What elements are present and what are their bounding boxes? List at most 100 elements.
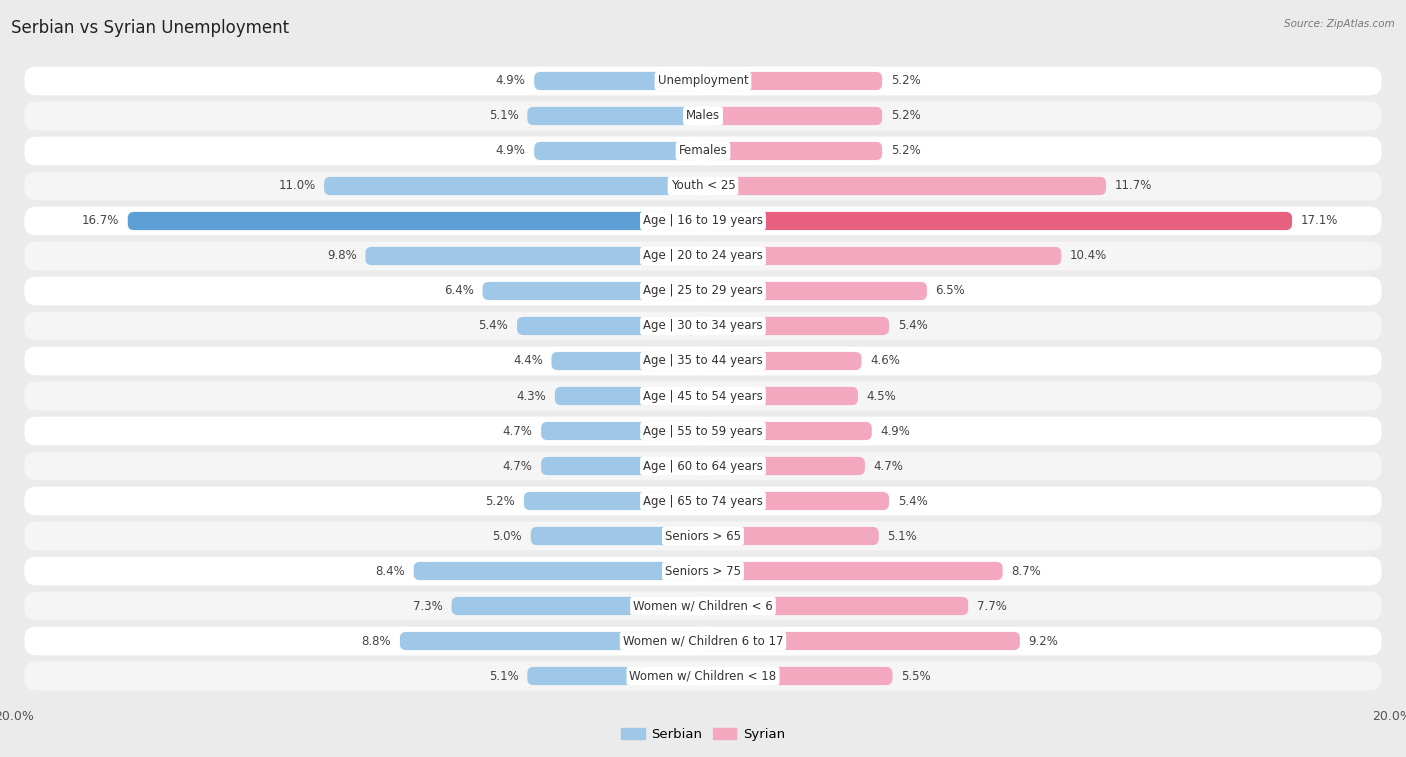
Text: 4.9%: 4.9% (496, 145, 526, 157)
Text: 4.7%: 4.7% (873, 459, 904, 472)
Text: Serbian vs Syrian Unemployment: Serbian vs Syrian Unemployment (11, 19, 290, 37)
Text: 4.9%: 4.9% (496, 74, 526, 88)
FancyBboxPatch shape (703, 387, 858, 405)
Text: 5.2%: 5.2% (891, 110, 921, 123)
FancyBboxPatch shape (534, 142, 703, 160)
FancyBboxPatch shape (555, 387, 703, 405)
Text: 5.1%: 5.1% (489, 669, 519, 683)
FancyBboxPatch shape (24, 312, 1382, 341)
Text: 7.7%: 7.7% (977, 600, 1007, 612)
Text: Unemployment: Unemployment (658, 74, 748, 88)
FancyBboxPatch shape (24, 347, 1382, 375)
FancyBboxPatch shape (703, 632, 1019, 650)
Text: 5.5%: 5.5% (901, 669, 931, 683)
Text: 8.8%: 8.8% (361, 634, 391, 647)
FancyBboxPatch shape (24, 67, 1382, 95)
FancyBboxPatch shape (703, 527, 879, 545)
Text: 8.4%: 8.4% (375, 565, 405, 578)
FancyBboxPatch shape (451, 597, 703, 615)
Text: 4.6%: 4.6% (870, 354, 900, 367)
FancyBboxPatch shape (482, 282, 703, 300)
FancyBboxPatch shape (527, 667, 703, 685)
Text: Seniors > 75: Seniors > 75 (665, 565, 741, 578)
Text: Age | 30 to 34 years: Age | 30 to 34 years (643, 319, 763, 332)
FancyBboxPatch shape (24, 627, 1382, 656)
Text: 6.5%: 6.5% (935, 285, 966, 298)
Text: 5.1%: 5.1% (887, 529, 917, 543)
Text: 5.2%: 5.2% (485, 494, 515, 507)
FancyBboxPatch shape (703, 422, 872, 440)
FancyBboxPatch shape (703, 352, 862, 370)
FancyBboxPatch shape (399, 632, 703, 650)
FancyBboxPatch shape (24, 172, 1382, 201)
Text: 7.3%: 7.3% (413, 600, 443, 612)
FancyBboxPatch shape (24, 592, 1382, 620)
Text: 5.4%: 5.4% (897, 319, 928, 332)
Text: 5.1%: 5.1% (489, 110, 519, 123)
FancyBboxPatch shape (128, 212, 703, 230)
FancyBboxPatch shape (703, 457, 865, 475)
FancyBboxPatch shape (24, 241, 1382, 270)
FancyBboxPatch shape (24, 382, 1382, 410)
FancyBboxPatch shape (703, 492, 889, 510)
Text: 4.3%: 4.3% (516, 390, 547, 403)
Text: 5.2%: 5.2% (891, 145, 921, 157)
FancyBboxPatch shape (524, 492, 703, 510)
FancyBboxPatch shape (24, 522, 1382, 550)
Text: Age | 16 to 19 years: Age | 16 to 19 years (643, 214, 763, 228)
Text: Source: ZipAtlas.com: Source: ZipAtlas.com (1284, 19, 1395, 29)
FancyBboxPatch shape (24, 662, 1382, 690)
Text: 4.9%: 4.9% (880, 425, 910, 438)
FancyBboxPatch shape (24, 207, 1382, 235)
Text: Females: Females (679, 145, 727, 157)
FancyBboxPatch shape (24, 137, 1382, 165)
Text: 8.7%: 8.7% (1011, 565, 1040, 578)
Text: Age | 65 to 74 years: Age | 65 to 74 years (643, 494, 763, 507)
Text: 10.4%: 10.4% (1070, 250, 1107, 263)
FancyBboxPatch shape (24, 452, 1382, 481)
FancyBboxPatch shape (703, 667, 893, 685)
Text: 4.7%: 4.7% (502, 425, 533, 438)
Text: Women w/ Children < 18: Women w/ Children < 18 (630, 669, 776, 683)
FancyBboxPatch shape (323, 177, 703, 195)
FancyBboxPatch shape (24, 416, 1382, 445)
FancyBboxPatch shape (703, 72, 882, 90)
Text: 6.4%: 6.4% (444, 285, 474, 298)
FancyBboxPatch shape (517, 317, 703, 335)
Text: 16.7%: 16.7% (82, 214, 120, 228)
FancyBboxPatch shape (527, 107, 703, 125)
Text: 9.8%: 9.8% (328, 250, 357, 263)
FancyBboxPatch shape (531, 527, 703, 545)
FancyBboxPatch shape (541, 457, 703, 475)
Text: Women w/ Children < 6: Women w/ Children < 6 (633, 600, 773, 612)
Text: 5.0%: 5.0% (492, 529, 522, 543)
Text: 17.1%: 17.1% (1301, 214, 1339, 228)
FancyBboxPatch shape (551, 352, 703, 370)
FancyBboxPatch shape (413, 562, 703, 580)
FancyBboxPatch shape (703, 317, 889, 335)
Text: 4.5%: 4.5% (866, 390, 897, 403)
Text: Seniors > 65: Seniors > 65 (665, 529, 741, 543)
FancyBboxPatch shape (703, 107, 882, 125)
Text: 4.4%: 4.4% (513, 354, 543, 367)
Legend: Serbian, Syrian: Serbian, Syrian (616, 723, 790, 746)
Text: Age | 55 to 59 years: Age | 55 to 59 years (643, 425, 763, 438)
Text: 11.0%: 11.0% (278, 179, 315, 192)
Text: Age | 35 to 44 years: Age | 35 to 44 years (643, 354, 763, 367)
Text: Age | 60 to 64 years: Age | 60 to 64 years (643, 459, 763, 472)
Text: Youth < 25: Youth < 25 (671, 179, 735, 192)
Text: 9.2%: 9.2% (1029, 634, 1059, 647)
Text: Males: Males (686, 110, 720, 123)
FancyBboxPatch shape (703, 177, 1107, 195)
FancyBboxPatch shape (703, 562, 1002, 580)
FancyBboxPatch shape (703, 247, 1062, 265)
Text: Age | 25 to 29 years: Age | 25 to 29 years (643, 285, 763, 298)
Text: Age | 45 to 54 years: Age | 45 to 54 years (643, 390, 763, 403)
Text: 5.2%: 5.2% (891, 74, 921, 88)
Text: Age | 20 to 24 years: Age | 20 to 24 years (643, 250, 763, 263)
Text: Women w/ Children 6 to 17: Women w/ Children 6 to 17 (623, 634, 783, 647)
FancyBboxPatch shape (534, 72, 703, 90)
FancyBboxPatch shape (24, 101, 1382, 130)
FancyBboxPatch shape (703, 282, 927, 300)
FancyBboxPatch shape (366, 247, 703, 265)
